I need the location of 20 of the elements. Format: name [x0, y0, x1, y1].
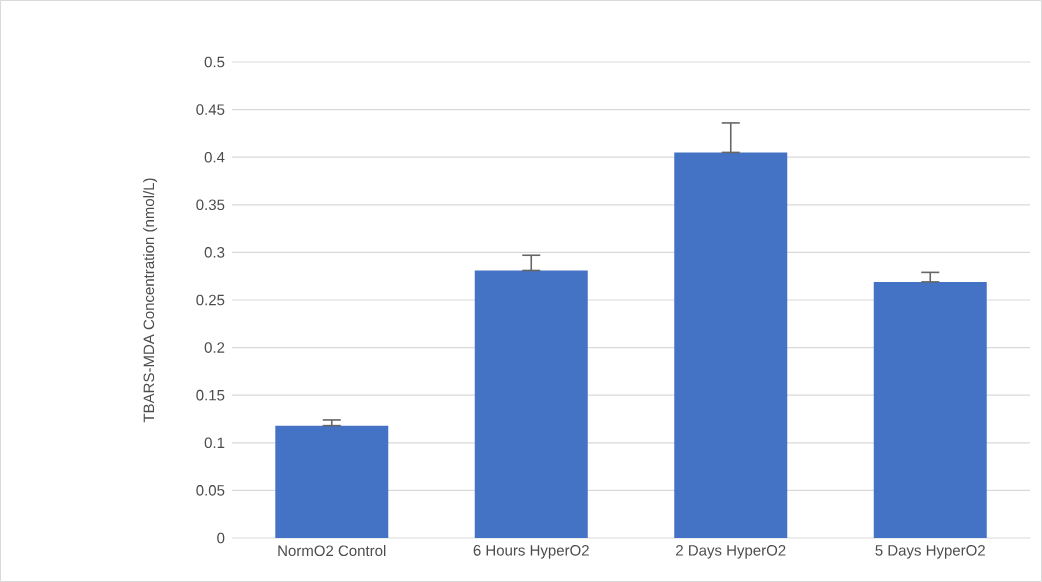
y-tick-label: 0.35: [196, 199, 225, 211]
bar: [275, 425, 389, 538]
y-tick-label: 0.3: [204, 247, 225, 258]
x-tick-label: 2 Days HyperO2: [676, 545, 786, 559]
bar: [474, 270, 588, 538]
x-tick-label: NormO2 Control: [278, 545, 386, 557]
x-tick-label: 5 Days HyperO2: [875, 545, 985, 559]
y-tick-label: 0.1: [204, 437, 225, 449]
bar: [674, 152, 788, 538]
y-tick-label: 0.05: [196, 485, 225, 496]
bar: [873, 281, 987, 538]
y-tick-label: 0.2: [204, 342, 225, 353]
y-tick-label: 0.25: [196, 294, 225, 306]
y-axis-title: TBARS-MDA Concentration (nmol/L): [143, 178, 158, 423]
y-tick-label: 0: [217, 532, 225, 544]
y-tick-label: 0.4: [204, 151, 225, 163]
y-tick-label: 0.15: [196, 389, 225, 401]
y-tick-label: 0.5: [204, 56, 225, 68]
y-tick-label: 0.45: [196, 104, 225, 115]
x-tick-label: 6 Hours HyperO2: [473, 545, 589, 559]
